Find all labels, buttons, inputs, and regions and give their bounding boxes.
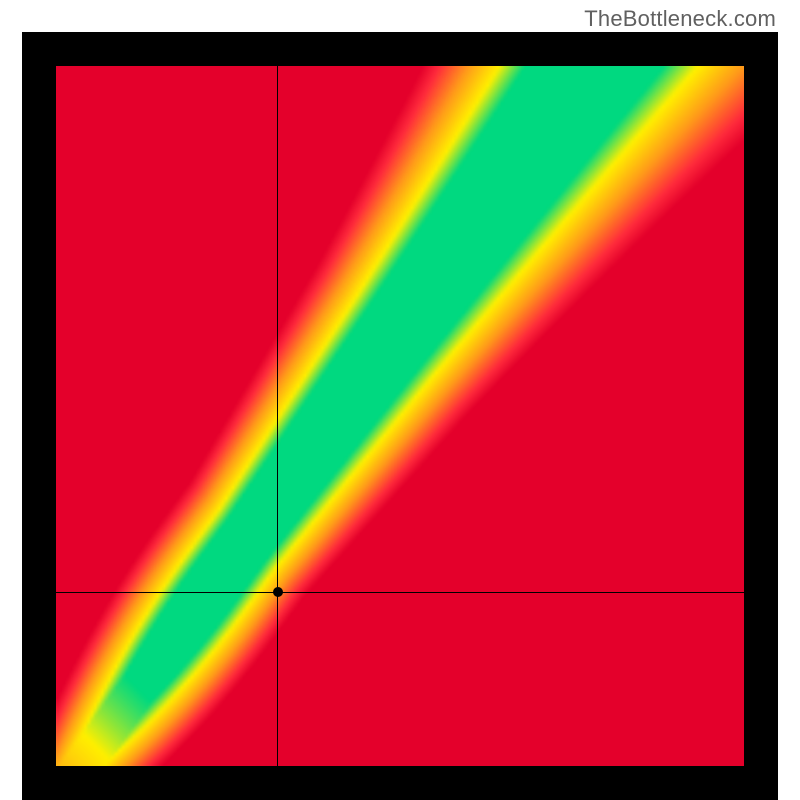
crosshair-horizontal [56,592,744,593]
chart-frame [22,32,778,800]
chart-container: TheBottleneck.com [0,0,800,800]
target-point [273,587,283,597]
heatmap-canvas [56,66,744,766]
watermark-text: TheBottleneck.com [584,6,776,32]
crosshair-vertical [277,66,278,766]
